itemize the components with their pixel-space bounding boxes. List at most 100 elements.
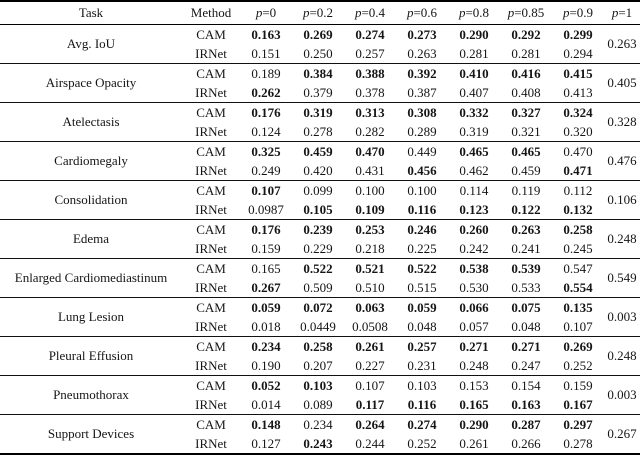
value-cell: 0.207 bbox=[303, 357, 333, 373]
value-cell: 0.289 bbox=[407, 123, 437, 139]
method-cell: CAM bbox=[182, 375, 240, 395]
value-cell: 0.266 bbox=[511, 435, 541, 451]
method-cell: CAM bbox=[182, 219, 240, 239]
value-cell: 0.014 bbox=[251, 396, 281, 412]
task-cell: Edema bbox=[0, 219, 182, 259]
method-cell: IRNet bbox=[195, 123, 227, 139]
column-header: p=0.2 bbox=[292, 1, 344, 25]
value-cell: 0.408 bbox=[511, 84, 541, 100]
p1-merged-cell: 0.476 bbox=[604, 141, 640, 181]
value-cell: 0.530 bbox=[459, 279, 489, 295]
value-cell: 0.248 bbox=[459, 357, 489, 373]
value-cell: 0.260 bbox=[448, 219, 500, 239]
value-cell: 0.231 bbox=[407, 357, 437, 373]
p1-merged-cell: 0.267 bbox=[604, 414, 640, 454]
column-header-label: Method bbox=[190, 5, 232, 20]
column-header-label: Task bbox=[78, 5, 104, 20]
column-header: p=0.8 bbox=[448, 1, 500, 25]
value-cell: 0.151 bbox=[251, 45, 281, 61]
value-cell: 0.282 bbox=[355, 123, 385, 139]
method-cell: IRNet bbox=[195, 435, 227, 451]
value-cell: 0.320 bbox=[563, 123, 593, 139]
value-cell: 0.018 bbox=[251, 318, 281, 334]
value-cell: 0.258 bbox=[292, 336, 344, 356]
method-cell: CAM bbox=[182, 180, 240, 200]
value-cell: 0.388 bbox=[344, 63, 396, 83]
value-cell: 0.159 bbox=[552, 375, 604, 395]
value-cell: 0.271 bbox=[500, 336, 552, 356]
column-header: Task bbox=[0, 1, 182, 25]
value-cell: 0.264 bbox=[344, 414, 396, 434]
value-cell: 0.239 bbox=[292, 219, 344, 239]
value-cell: 0.319 bbox=[459, 123, 489, 139]
value-cell: 0.510 bbox=[355, 279, 385, 295]
value-cell: 0.247 bbox=[511, 357, 541, 373]
value-cell: 0.117 bbox=[355, 396, 385, 412]
value-cell: 0.242 bbox=[459, 240, 489, 256]
value-cell: 0.465 bbox=[500, 141, 552, 161]
task-cell: Atelectasis bbox=[0, 102, 182, 142]
value-cell: 0.100 bbox=[396, 180, 448, 200]
method-cell: IRNet bbox=[195, 84, 227, 100]
column-header-value: =0.4 bbox=[361, 5, 386, 20]
math-p-symbol: p bbox=[302, 5, 310, 20]
value-cell: 0.167 bbox=[563, 396, 593, 412]
value-cell: 0.114 bbox=[448, 180, 500, 200]
method-cell: IRNet bbox=[195, 318, 227, 334]
p1-merged-cell: 0.248 bbox=[604, 336, 640, 376]
method-cell: IRNet bbox=[195, 279, 227, 295]
task-cell: Pleural Effusion bbox=[0, 336, 182, 376]
value-cell: 0.059 bbox=[396, 297, 448, 317]
value-cell: 0.462 bbox=[459, 162, 489, 178]
value-cell: 0.509 bbox=[303, 279, 333, 295]
value-cell: 0.159 bbox=[251, 240, 281, 256]
value-cell: 0.413 bbox=[563, 84, 593, 100]
value-cell: 0.539 bbox=[500, 258, 552, 278]
value-cell: 0.522 bbox=[396, 258, 448, 278]
value-cell: 0.407 bbox=[459, 84, 489, 100]
task-cell: Pneumothorax bbox=[0, 375, 182, 415]
p1-merged-cell: 0.263 bbox=[604, 24, 640, 64]
value-cell: 0.252 bbox=[407, 435, 437, 451]
method-cell: IRNet bbox=[195, 357, 227, 373]
method-cell: CAM bbox=[182, 24, 240, 44]
method-cell: IRNet bbox=[195, 396, 227, 412]
method-cell: CAM bbox=[182, 102, 240, 122]
value-cell: 0.127 bbox=[251, 435, 281, 451]
value-cell: 0.456 bbox=[407, 162, 437, 178]
column-header-value: =0.9 bbox=[569, 5, 594, 20]
value-cell: 0.119 bbox=[500, 180, 552, 200]
value-cell: 0.0987 bbox=[248, 201, 284, 217]
value-cell: 0.189 bbox=[240, 63, 292, 83]
value-cell: 0.112 bbox=[552, 180, 604, 200]
value-cell: 0.538 bbox=[448, 258, 500, 278]
method-cell: CAM bbox=[182, 63, 240, 83]
value-cell: 0.258 bbox=[552, 219, 604, 239]
value-cell: 0.227 bbox=[355, 357, 385, 373]
value-cell: 0.533 bbox=[511, 279, 541, 295]
value-cell: 0.416 bbox=[500, 63, 552, 83]
value-cell: 0.190 bbox=[251, 357, 281, 373]
value-cell: 0.554 bbox=[563, 279, 593, 295]
task-cell: Airspace Opacity bbox=[0, 63, 182, 103]
value-cell: 0.218 bbox=[355, 240, 385, 256]
value-cell: 0.153 bbox=[448, 375, 500, 395]
value-cell: 0.287 bbox=[500, 414, 552, 434]
task-cell: Avg. IoU bbox=[0, 24, 182, 64]
value-cell: 0.116 bbox=[407, 201, 437, 217]
value-cell: 0.165 bbox=[240, 258, 292, 278]
math-p-symbol: p bbox=[611, 5, 619, 20]
value-cell: 0.245 bbox=[563, 240, 593, 256]
value-cell: 0.075 bbox=[500, 297, 552, 317]
math-p-symbol: p bbox=[562, 5, 570, 20]
p1-merged-cell: 0.003 bbox=[604, 297, 640, 337]
value-cell: 0.234 bbox=[292, 414, 344, 434]
value-cell: 0.327 bbox=[500, 102, 552, 122]
value-cell: 0.116 bbox=[407, 396, 437, 412]
value-cell: 0.274 bbox=[396, 414, 448, 434]
value-cell: 0.459 bbox=[292, 141, 344, 161]
value-cell: 0.244 bbox=[355, 435, 385, 451]
value-cell: 0.261 bbox=[344, 336, 396, 356]
value-cell: 0.378 bbox=[355, 84, 385, 100]
